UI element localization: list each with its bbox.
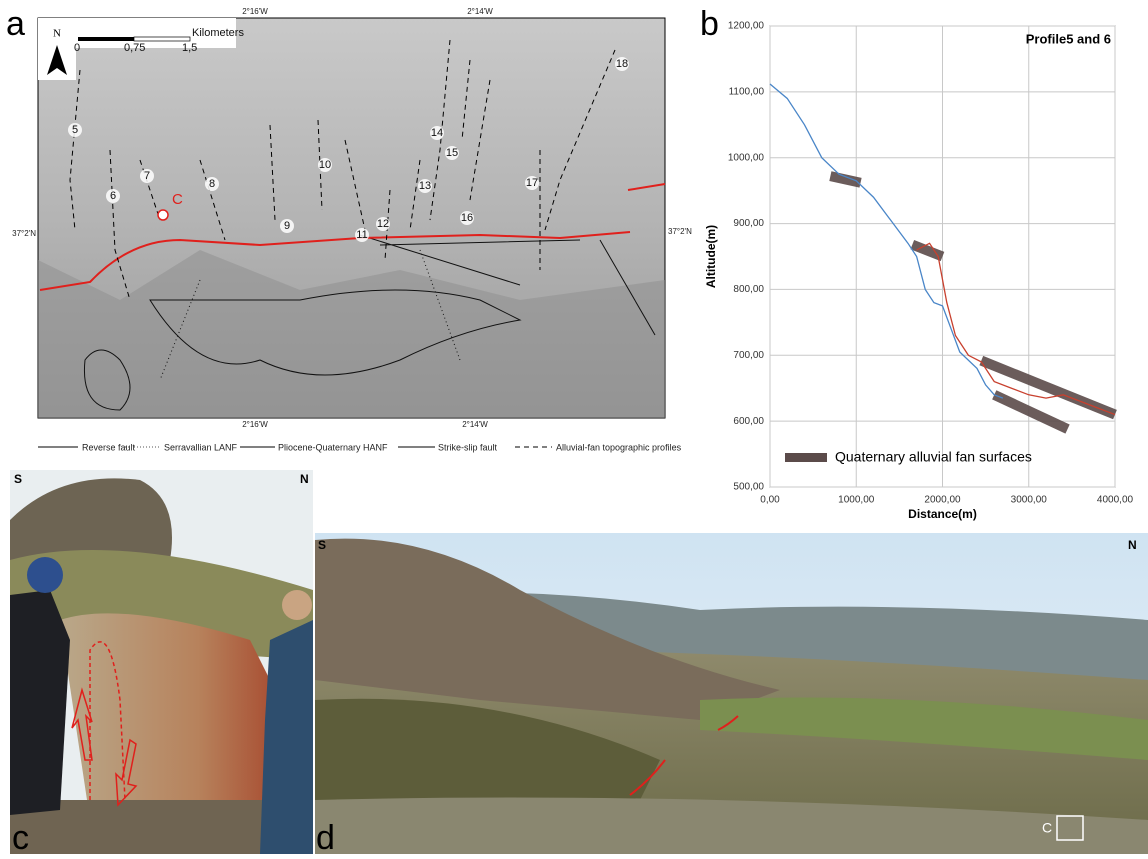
profile-number: 5 [72, 124, 78, 136]
coord-label: 2°16'W [242, 420, 268, 429]
profile-number: 11 [356, 229, 367, 241]
orientation-label: S [14, 472, 22, 486]
y-tick-label: 700,00 [733, 350, 764, 361]
coord-label: 37°2'N [668, 227, 692, 236]
panel-label: c [12, 819, 29, 854]
profile-number: 7 [144, 170, 150, 182]
panel-label: a [6, 5, 25, 43]
scale-bar [134, 37, 190, 41]
x-tick-label: 3000,00 [1011, 495, 1048, 506]
site-marker [158, 210, 168, 220]
legend-label: Reverse fault [82, 442, 136, 452]
coord-label: 2°16'W [242, 7, 268, 16]
y-tick-label: 1000,00 [728, 152, 765, 163]
profile-number: 6 [110, 190, 116, 202]
scale-tick: 0,75 [124, 42, 145, 54]
person-hat [27, 557, 63, 593]
profile-number: 12 [377, 218, 389, 230]
x-tick-label: 2000,00 [924, 495, 961, 506]
north-label: N [53, 28, 61, 40]
orientation-label: N [300, 472, 309, 486]
y-tick-label: 500,00 [733, 482, 764, 493]
chart: b 500,00 600,00 700,00 800,00 900,00 1000,00 1… [700, 5, 1134, 521]
orientation-label: S [318, 538, 326, 552]
site-label: C [172, 191, 183, 208]
x-tick-label: 1000,00 [838, 495, 875, 506]
legend-label: Strike-slip fault [438, 442, 498, 452]
person [10, 590, 70, 815]
profile-number: 8 [209, 178, 215, 190]
x-tick-label: 4000,00 [1097, 495, 1134, 506]
legend-label: Pliocene-Quaternary HANF [278, 442, 388, 452]
site-label: C [1042, 820, 1052, 836]
y-tick-label: 1200,00 [728, 21, 765, 32]
coord-label: 37°2'N [12, 229, 36, 238]
x-tick-label: 0,00 [760, 495, 780, 506]
y-tick-label: 900,00 [733, 218, 764, 229]
profile-number: 18 [616, 58, 628, 70]
y-tick-label: 600,00 [733, 416, 764, 427]
y-tick-label: 1100,00 [729, 86, 765, 97]
panel-label: d [316, 819, 335, 854]
coord-label: 2°14'W [462, 420, 488, 429]
person-head [282, 590, 312, 620]
coord-label: 2°14'W [467, 7, 493, 16]
profile-number: 14 [431, 127, 443, 139]
scale-tick: 1,5 [182, 42, 197, 54]
profile-number: 15 [446, 147, 458, 159]
profile-number: 10 [319, 159, 331, 171]
chart-title: Profile5 and 6 [1026, 31, 1111, 46]
scale-bar [78, 37, 134, 41]
profile-number: 9 [284, 220, 290, 232]
orientation-label: N [1128, 538, 1137, 552]
legend-label: Alluvial-fan topographic profiles [556, 442, 682, 452]
profile-number: 13 [419, 180, 431, 192]
scale-title: Kilometers [192, 27, 244, 39]
profile-number: 16 [461, 212, 473, 224]
legend-label: Quaternary alluvial fan surfaces [835, 449, 1032, 465]
legend-symbol [785, 453, 827, 462]
profile-number: 17 [526, 177, 538, 189]
y-tick-label: 800,00 [733, 284, 764, 295]
legend-label: Serravallian LANF [164, 442, 238, 452]
y-axis-title: Altitude(m) [704, 225, 718, 288]
scale-tick: 0 [74, 42, 80, 54]
panel-label: b [700, 5, 719, 43]
x-axis-title: Distance(m) [908, 507, 977, 521]
figure: a N Kilometers 0 0,75 1,5 2°16'W 2°14'W … [0, 0, 1148, 854]
